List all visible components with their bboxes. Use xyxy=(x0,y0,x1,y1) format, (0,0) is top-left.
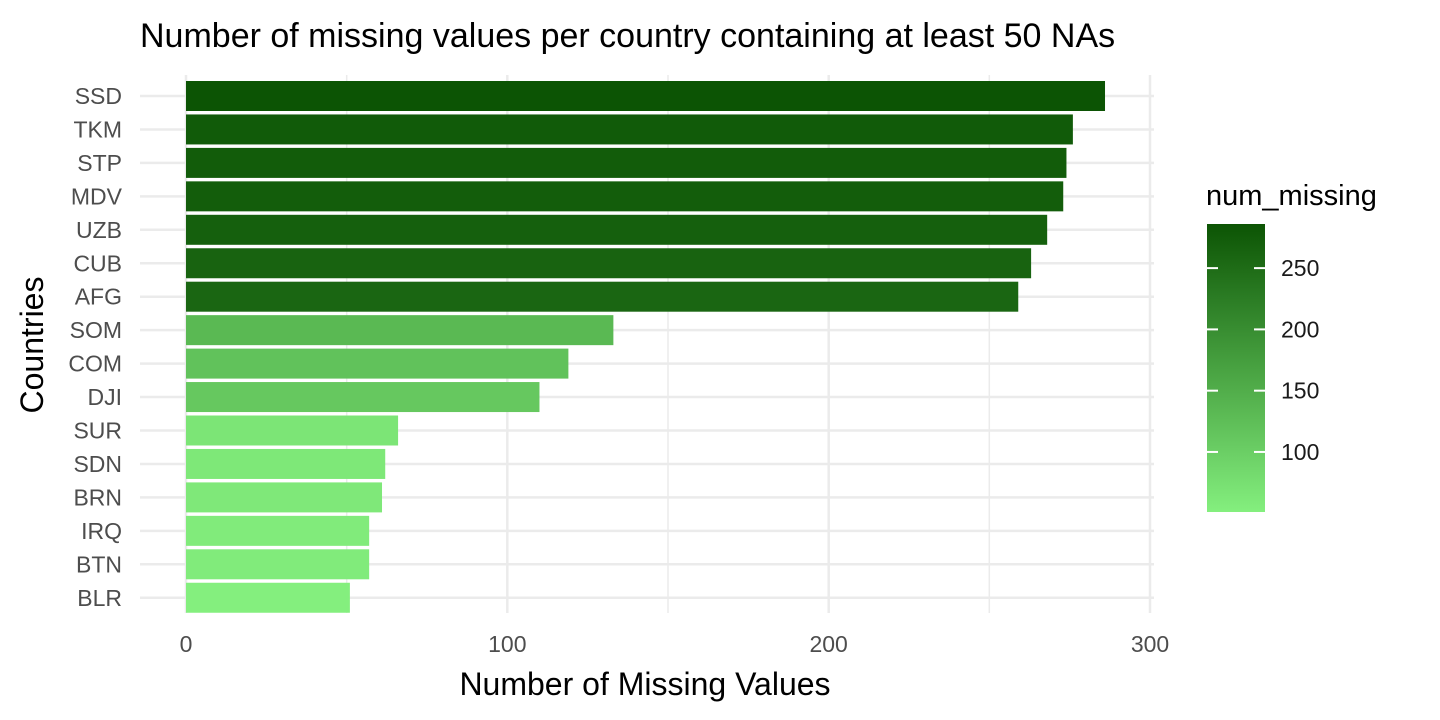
y-tick-label: SDN xyxy=(73,451,122,477)
y-tick-label: IRQ xyxy=(81,518,122,544)
y-tick-label: CUB xyxy=(73,250,122,276)
y-axis-title: Countries xyxy=(14,277,50,414)
bar-irq xyxy=(186,515,370,546)
y-tick-label: BTN xyxy=(76,551,122,577)
bar-sur xyxy=(186,415,399,446)
bar-tkm xyxy=(186,114,1073,145)
legend-tick-label: 100 xyxy=(1281,439,1319,465)
y-tick-label: BRN xyxy=(73,484,122,510)
bar-dji xyxy=(186,382,540,413)
bar-cub xyxy=(186,248,1032,279)
x-tick-label: 300 xyxy=(1131,631,1169,657)
y-tick-label: COM xyxy=(68,351,122,377)
y-tick-label: TKM xyxy=(73,116,122,142)
bar-sdn xyxy=(186,448,386,479)
y-tick-label: AFG xyxy=(75,284,122,310)
y-tick-label: SSD xyxy=(75,83,122,109)
x-axis-tick-labels: 0 100 200 300 xyxy=(180,631,1170,657)
y-tick-label: MDV xyxy=(71,183,123,209)
y-tick-label: BLR xyxy=(77,585,122,611)
bar-com xyxy=(186,348,569,379)
bar-afg xyxy=(186,281,1019,312)
y-tick-label: SUR xyxy=(73,418,122,444)
y-tick-label: STP xyxy=(77,150,122,176)
legend-ticks: 100 150 200 250 xyxy=(1207,255,1319,465)
bar-brn xyxy=(186,482,383,513)
bar-mdv xyxy=(186,181,1064,212)
bar-ssd xyxy=(186,81,1106,111)
legend-title: num_missing xyxy=(1206,180,1377,212)
x-tick-label: 0 xyxy=(180,631,193,657)
x-tick-label: 200 xyxy=(809,631,847,657)
bar-stp xyxy=(186,147,1067,178)
bar-som xyxy=(186,315,614,346)
y-tick-label: SOM xyxy=(70,317,122,343)
bar-uzb xyxy=(186,214,1048,245)
legend-tick-label: 250 xyxy=(1281,255,1319,281)
chart-title: Number of missing values per country con… xyxy=(140,17,1115,55)
bar-layer xyxy=(186,81,1106,613)
x-tick-label: 100 xyxy=(488,631,526,657)
bar-btn xyxy=(186,549,370,580)
legend-colorbar xyxy=(1207,224,1265,512)
y-axis-tick-labels: SSD TKM STP MDV UZB CUB AFG SOM COM DJI SUR SDN BRN I… xyxy=(68,83,122,611)
y-tick-label: DJI xyxy=(88,384,123,410)
legend-tick-label: 200 xyxy=(1281,316,1319,342)
legend-tick-label: 150 xyxy=(1281,378,1319,404)
color-legend: num_missing 100 150 200 250 xyxy=(1206,180,1377,512)
x-axis-title: Number of Missing Values xyxy=(459,666,830,702)
y-tick-label: UZB xyxy=(76,217,122,243)
bar-blr xyxy=(186,582,350,613)
